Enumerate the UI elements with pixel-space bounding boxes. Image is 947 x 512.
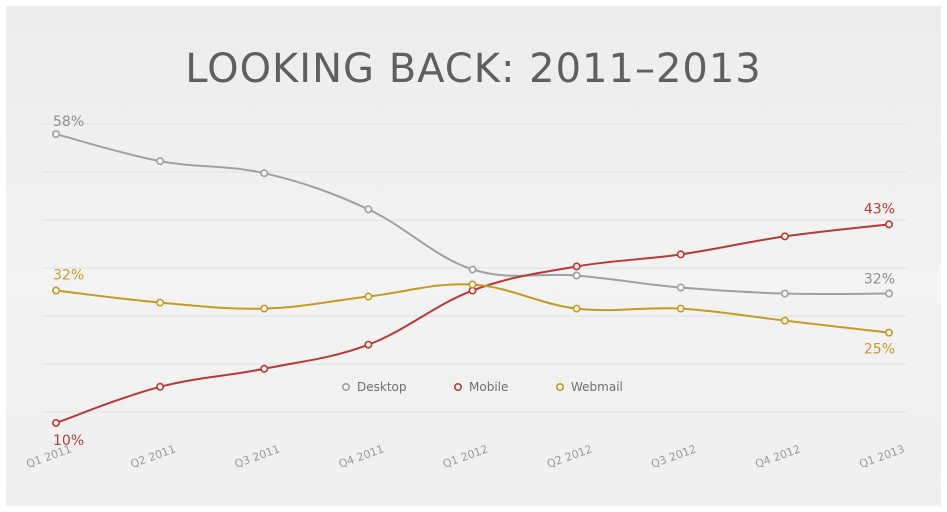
mobile-legend-label: Mobile (469, 380, 508, 394)
desktop-point (156, 157, 165, 166)
grid-lines (42, 123, 906, 413)
webmail-data-label: 25% (864, 342, 895, 358)
webmail-point (156, 298, 165, 307)
mobile-point (572, 262, 581, 271)
webmail-point (364, 292, 373, 301)
desktop-point (51, 130, 60, 139)
x-tick-label: Q1 2011 (25, 442, 74, 470)
desktop-point (884, 289, 893, 298)
desktop-data-label: 32% (864, 272, 895, 288)
webmail-point (260, 304, 269, 313)
x-tick-label: Q3 2011 (233, 442, 282, 470)
webmail-legend-marker (555, 382, 564, 391)
x-tick-label: Q2 2011 (129, 442, 178, 470)
mobile-data-label: 10% (53, 433, 84, 449)
x-tick-label: Q1 2012 (441, 442, 490, 470)
x-tick-label: Q2 2012 (545, 442, 594, 470)
chart-title: LOOKING BACK: 2011–2013 (185, 46, 762, 92)
desktop-point (676, 283, 685, 292)
mobile-point (51, 418, 60, 427)
chart-slide: LOOKING BACK: 2011–2013 58% 32% 10% 43% 32% 2… (6, 6, 941, 506)
mobile-point (156, 382, 165, 391)
desktop-legend-label: Desktop (357, 380, 407, 394)
desktop-legend-marker (341, 382, 350, 391)
x-tick-label: Q3 2012 (649, 442, 698, 470)
desktop-point (468, 265, 477, 274)
mobile-point (676, 250, 685, 259)
webmail-data-label: 32% (53, 268, 84, 284)
desktop-point (260, 169, 269, 178)
desktop-point (780, 289, 789, 298)
webmail-point (780, 316, 789, 325)
webmail-point (468, 280, 477, 289)
x-tick-label: Q4 2012 (753, 442, 802, 470)
webmail-point (51, 286, 60, 295)
webmail-legend-label: Webmail (571, 380, 623, 394)
mobile-legend-marker (453, 382, 462, 391)
mobile-point (884, 220, 893, 229)
webmail-point (884, 328, 893, 337)
legend: Desktop Mobile Webmail (341, 380, 623, 394)
mobile-point (364, 340, 373, 349)
x-axis-ticks: Q1 2011 Q2 2011 Q3 2011 Q4 2011 Q1 2012 Q2 20… (25, 442, 907, 470)
webmail-point (572, 304, 581, 313)
desktop-data-label: 58% (53, 114, 84, 130)
webmail-point (676, 304, 685, 313)
x-tick-label: Q1 2013 (858, 442, 907, 470)
series-points (51, 130, 893, 427)
mobile-point (260, 364, 269, 373)
x-tick-label: Q4 2011 (337, 442, 386, 470)
line-chart: 58% 32% 10% 43% 32% 25% Q1 2011 Q2 2011 Q3 2011… (25, 114, 907, 471)
mobile-data-label: 43% (864, 201, 895, 217)
mobile-point (780, 232, 789, 241)
desktop-point (364, 205, 373, 214)
desktop-point (572, 271, 581, 280)
data-labels: 58% 32% 10% 43% 32% 25% (53, 114, 895, 449)
